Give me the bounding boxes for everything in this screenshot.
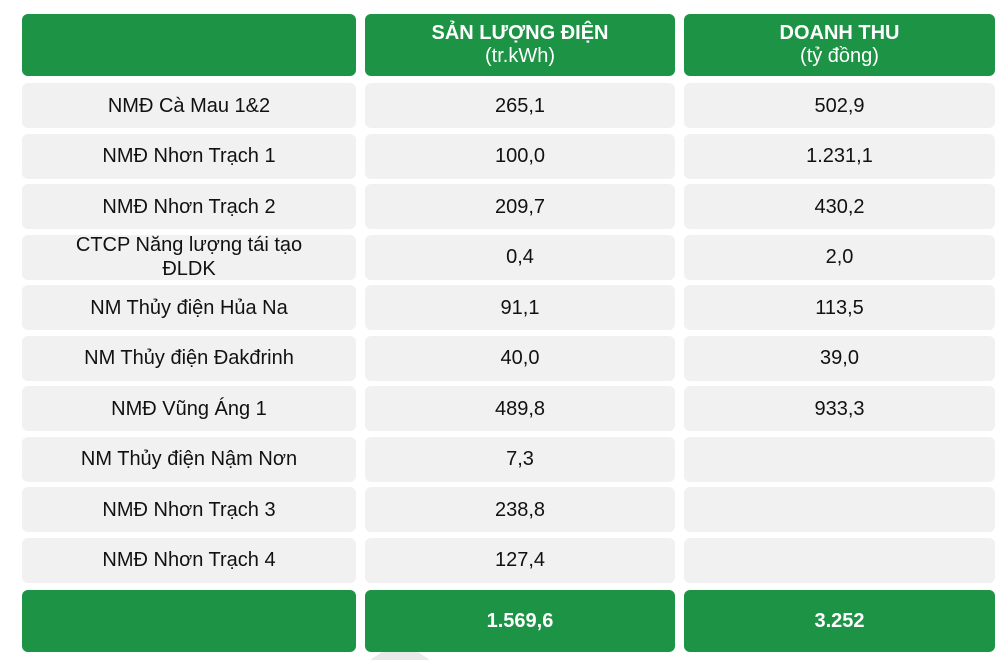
row-revenue: 113,5 [684, 285, 995, 330]
row-name: NM Thủy điện Đakđrinh [22, 335, 356, 381]
row-output: 0,4 [365, 234, 675, 280]
row-name: NMĐ Cà Mau 1&2 [22, 83, 356, 128]
header-revenue-unit: (tỷ đồng) [800, 45, 879, 67]
row-output: 265,1 [365, 83, 675, 128]
row-revenue [684, 537, 995, 583]
row-output: 91,1 [365, 285, 675, 330]
row-output: 127,4 [365, 537, 675, 583]
header-revenue: DOANH THU (tỷ đồng) [684, 14, 995, 76]
header-revenue-title: DOANH THU [779, 22, 900, 44]
row-revenue: 430,2 [684, 184, 995, 229]
row-output: 238,8 [365, 487, 675, 532]
row-name: NMĐ Vũng Áng 1 [22, 386, 356, 431]
row-revenue: 502,9 [684, 83, 995, 128]
header-output-title: SẢN LƯỢNG ĐIỆN [431, 22, 609, 44]
total-revenue: 3.252 [684, 590, 995, 652]
row-name: NM Thủy điện Hủa Na [22, 285, 356, 330]
row-revenue [684, 436, 995, 482]
total-output: 1.569,6 [365, 590, 675, 652]
total-label [22, 590, 356, 652]
row-revenue: 1.231,1 [684, 133, 995, 179]
row-output: 209,7 [365, 184, 675, 229]
row-revenue: 933,3 [684, 386, 995, 431]
row-name: NM Thủy điện Nậm Nơn [22, 436, 356, 482]
row-name: NMĐ Nhơn Trạch 3 [22, 487, 356, 532]
row-revenue: 39,0 [684, 335, 995, 381]
row-revenue: 2,0 [684, 234, 995, 280]
row-name: CTCP Năng lượng tái tạo ĐLDK [22, 234, 356, 280]
row-name: NMĐ Nhơn Trạch 2 [22, 184, 356, 229]
header-blank-cell [22, 14, 356, 76]
row-output: 40,0 [365, 335, 675, 381]
row-revenue [684, 487, 995, 532]
row-output: 7,3 [365, 436, 675, 482]
row-output: 489,8 [365, 386, 675, 431]
row-name: NMĐ Nhơn Trạch 4 [22, 537, 356, 583]
row-output: 100,0 [365, 133, 675, 179]
header-output: SẢN LƯỢNG ĐIỆN (tr.kWh) [365, 14, 675, 76]
row-name: NMĐ Nhơn Trạch 1 [22, 133, 356, 179]
header-output-unit: (tr.kWh) [485, 45, 555, 67]
